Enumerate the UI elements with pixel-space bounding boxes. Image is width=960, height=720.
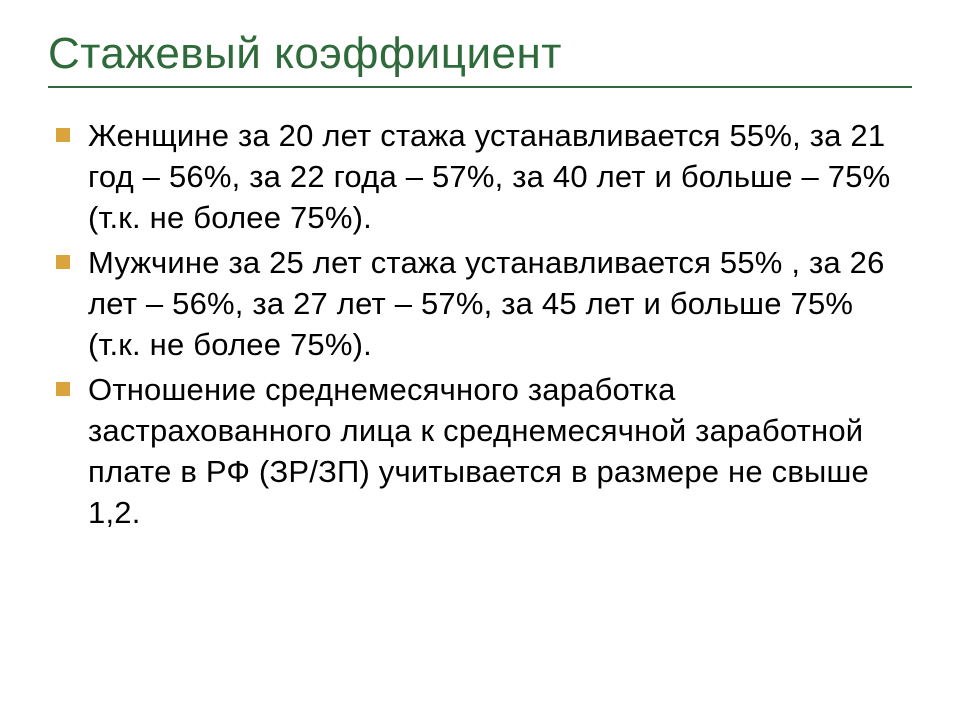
bullet-text: Отношение среднемесячного заработка заст… (88, 370, 912, 534)
title-wrap: Стажевый коэффициент (48, 30, 912, 94)
square-bullet-icon (56, 128, 70, 142)
slide-title: Стажевый коэффициент (48, 30, 912, 78)
slide: Стажевый коэффициент Женщине за 20 лет с… (0, 0, 960, 720)
bullet-list: Женщине за 20 лет стажа устанавливается … (48, 116, 912, 533)
bullet-text: Женщине за 20 лет стажа устанавливается … (88, 116, 912, 239)
list-item: Отношение среднемесячного заработка заст… (52, 370, 912, 534)
square-bullet-icon (56, 382, 70, 396)
title-underline (48, 86, 912, 88)
square-bullet-icon (56, 255, 70, 269)
bullet-text: Мужчине за 25 лет стажа устанавливается … (88, 243, 912, 366)
list-item: Женщине за 20 лет стажа устанавливается … (52, 116, 912, 239)
list-item: Мужчине за 25 лет стажа устанавливается … (52, 243, 912, 366)
